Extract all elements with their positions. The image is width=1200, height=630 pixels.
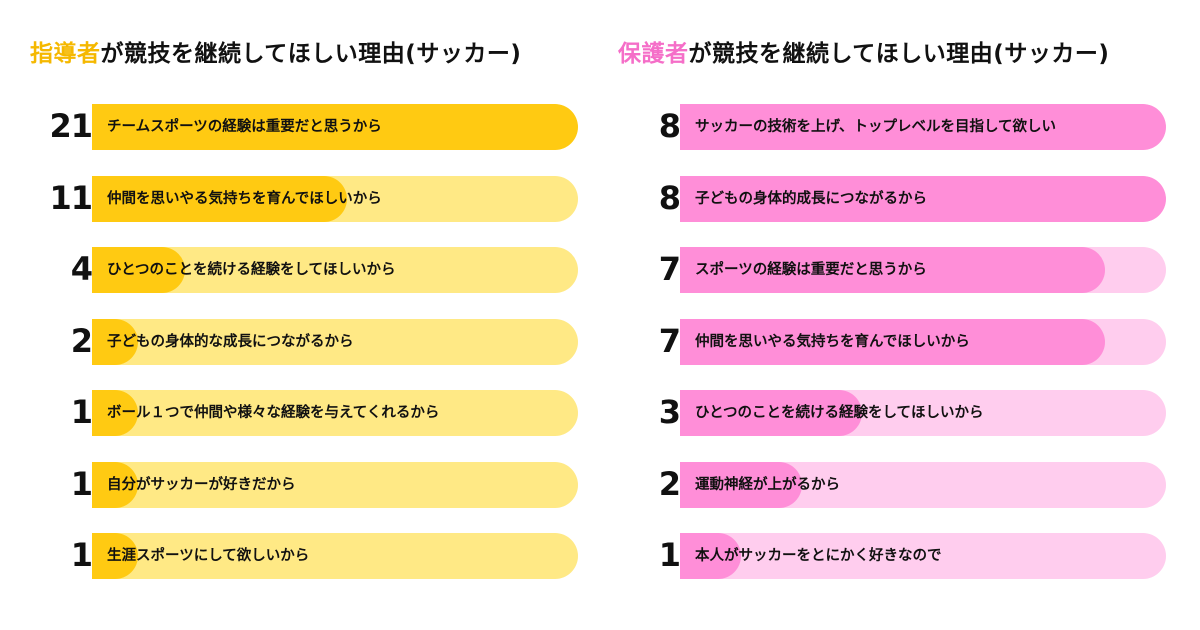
bar-fill (680, 175, 1166, 222)
reason-label: 仲間を思いやる気持ちを育んでほしいから (695, 333, 970, 350)
respondent-count: 1 (70, 536, 93, 574)
bar-track: 仲間を思いやる気持ちを育んでほしいから (680, 318, 1166, 365)
respondent-count: 8 (658, 178, 681, 217)
bar-track: ボール１つで仲間や様々な経験を与えてくれるから (92, 390, 578, 436)
reason-label: 子どもの身体的成長につながるから (695, 190, 927, 207)
coach-bar-row: 11名仲間を思いやる気持ちを育んでほしいから (30, 174, 590, 222)
reason-label: サッカーの技術を上げ、トップレベルを目指して欲しい (695, 119, 1057, 135)
respondent-count: 1 (70, 393, 93, 431)
bar-track: 子どもの身体的な成長につながるから (92, 318, 578, 365)
bar-track: 生涯スポーツにして欲しいから (92, 533, 578, 579)
reason-label: チームスポーツの経験は重要だと思うから (107, 119, 382, 135)
parent-bar-row: 2名運動神経が上がるから (618, 460, 1178, 508)
respondent-count: 11 (49, 178, 93, 217)
reason-label: 運動神経が上がるから (695, 476, 840, 493)
coach-chart-title: 指導者が競技を継続してほしい理由(サッカー) (30, 34, 521, 68)
coach-bar-row: 1名生涯スポーツにして欲しいから (30, 531, 590, 579)
bar-track: 自分がサッカーが好きだから (92, 461, 578, 508)
respondent-count: 21 (49, 107, 93, 145)
respondent-count: 7 (658, 250, 681, 288)
bar-track: 本人がサッカーをとにかく好きなので (680, 533, 1166, 579)
reason-label: ひとつのことを続ける経験をしてほしいから (695, 405, 984, 421)
bar-track: 子どもの身体的成長につながるから (680, 175, 1166, 222)
bar-track: ひとつのことを続ける経験をしてほしいから (680, 390, 1166, 436)
parent-bar-row: 3名ひとつのことを続ける経験をしてほしいから (618, 388, 1178, 436)
bar-fill (92, 318, 139, 365)
reason-label: ボール１つで仲間や様々な経験を与えてくれるから (107, 405, 440, 421)
coach-title-rest: が競技を継続してほしい理由(サッカー) (100, 41, 522, 67)
respondent-count: 7 (658, 321, 681, 360)
coach-bar-row: 1名自分がサッカーが好きだから (30, 460, 590, 508)
reason-label: 本人がサッカーをとにかく好きなので (695, 548, 942, 564)
bar-fill (680, 318, 1106, 365)
bar-track: チームスポーツの経験は重要だと思うから (92, 104, 578, 150)
parent-bar-row: 1名本人がサッカーをとにかく好きなので (618, 531, 1178, 579)
parent-title-rest: が競技を継続してほしい理由(サッカー) (688, 41, 1110, 67)
bar-fill (92, 390, 138, 436)
reason-label: 自分がサッカーが好きだから (107, 476, 296, 493)
respondent-count: 8 (658, 107, 681, 145)
respondent-count: 3 (658, 393, 681, 431)
bar-track: スポーツの経験は重要だと思うから (680, 247, 1166, 293)
respondent-count: 4 (70, 250, 93, 288)
respondent-count: 2 (70, 321, 93, 360)
bar-track: 仲間を思いやる気持ちを育んでほしいから (92, 175, 578, 222)
bar-track: 運動神経が上がるから (680, 461, 1166, 508)
coach-bar-row: 21名チームスポーツの経験は重要だと思うから (30, 102, 590, 150)
parent-bar-row: 8名子どもの身体的成長につながるから (618, 174, 1178, 222)
parent-bar-row: 7名スポーツの経験は重要だと思うから (618, 245, 1178, 293)
bar-fill (680, 461, 802, 508)
coach-bar-row: 4名ひとつのことを続ける経験をしてほしいから (30, 245, 590, 293)
parent-title-accent: 保護者 (618, 41, 689, 67)
reason-label: 生涯スポーツにして欲しいから (107, 548, 310, 564)
respondent-count: 2 (658, 464, 681, 503)
parent-reasons-panel: 保護者が競技を継続してほしい理由(サッカー) 8名サッカーの技術を上げ、トップレ… (618, 0, 1178, 630)
bar-fill (92, 104, 578, 150)
coach-bar-row: 2名子どもの身体的な成長につながるから (30, 317, 590, 365)
parent-bar-row: 8名サッカーの技術を上げ、トップレベルを目指して欲しい (618, 102, 1178, 150)
bar-fill (680, 390, 863, 436)
bar-fill (680, 533, 741, 579)
parent-bar-row: 7名仲間を思いやる気持ちを育んでほしいから (618, 317, 1178, 365)
respondent-count: 1 (658, 536, 681, 574)
bar-fill (92, 247, 185, 293)
bar-fill (92, 175, 347, 222)
reason-label: 仲間を思いやる気持ちを育んでほしいから (107, 190, 382, 207)
bar-fill (92, 533, 138, 579)
coach-bar-row: 1名ボール１つで仲間や様々な経験を与えてくれるから (30, 388, 590, 436)
coach-reasons-panel: 指導者が競技を継続してほしい理由(サッカー) 21名チームスポーツの経験は重要だ… (30, 0, 590, 630)
bar-fill (680, 104, 1166, 150)
reason-label: 子どもの身体的な成長につながるから (107, 333, 354, 350)
reason-label: スポーツの経験は重要だと思うから (695, 262, 927, 278)
bar-fill (92, 461, 138, 508)
bar-fill (680, 247, 1106, 293)
respondent-count: 1 (70, 464, 93, 503)
bar-track: サッカーの技術を上げ、トップレベルを目指して欲しい (680, 104, 1166, 150)
bar-track: ひとつのことを続ける経験をしてほしいから (92, 247, 578, 293)
coach-title-accent: 指導者 (30, 41, 101, 67)
reason-label: ひとつのことを続ける経験をしてほしいから (107, 262, 396, 278)
parent-chart-title: 保護者が競技を継続してほしい理由(サッカー) (618, 34, 1109, 68)
